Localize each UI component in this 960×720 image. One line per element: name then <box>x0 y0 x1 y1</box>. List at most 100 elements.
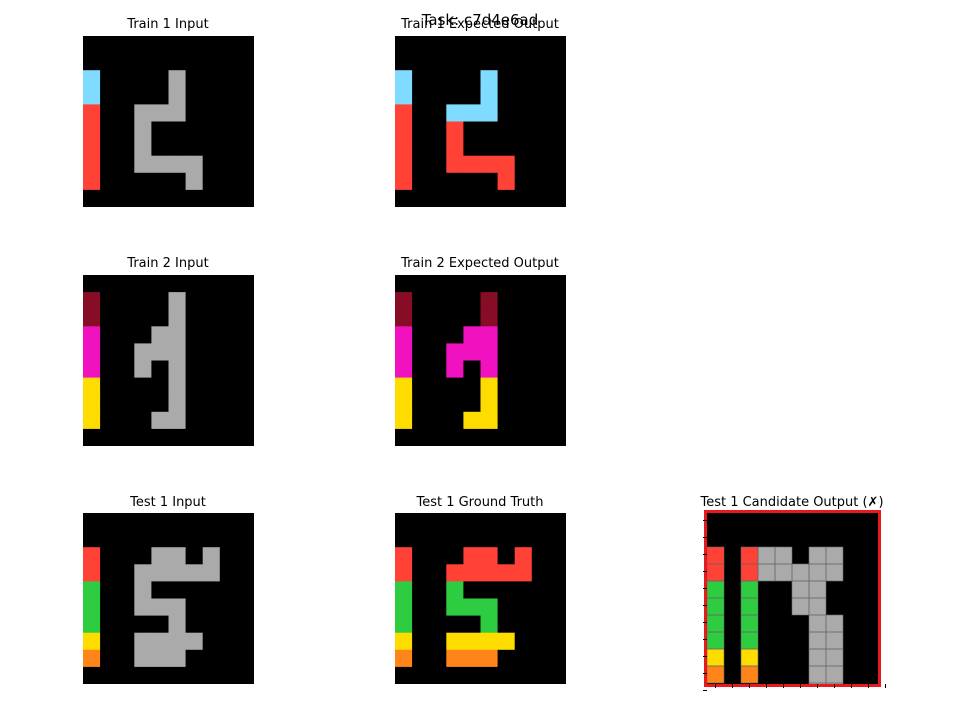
grid-cell <box>219 121 238 139</box>
grid-cell <box>100 666 118 684</box>
grid-cell <box>531 53 550 71</box>
grid-cell <box>151 666 169 684</box>
grid-cell <box>412 394 430 413</box>
train-1-input-grid <box>83 36 254 207</box>
grid-cell <box>480 189 498 207</box>
grid-cell <box>202 377 221 396</box>
grid-cell <box>151 275 169 293</box>
grid-cell <box>429 172 447 191</box>
grid-cell <box>134 598 152 616</box>
grid-cell <box>531 309 550 327</box>
train-2-output-title: Train 2 Expected Output <box>401 256 559 271</box>
grid-cell <box>412 104 430 122</box>
train-1-output-grid <box>395 36 566 207</box>
grid-cell <box>395 598 413 616</box>
grid-cell <box>446 155 464 174</box>
grid-cell <box>219 547 238 565</box>
grid-cell <box>236 104 254 122</box>
grid-cell <box>168 598 186 616</box>
grid-cell <box>100 377 118 396</box>
grid-cell <box>724 615 742 633</box>
grid-cell <box>151 428 169 446</box>
grid-cell <box>185 666 204 684</box>
grid-cell <box>809 615 827 633</box>
grid-cell <box>236 632 254 651</box>
grid-cell <box>412 530 430 548</box>
test-1-candidate-grid <box>704 510 881 687</box>
grid-cell <box>497 121 516 139</box>
grid-cell <box>202 121 221 139</box>
grid-cell <box>117 70 135 88</box>
grid-cell <box>412 121 430 139</box>
grid-cell <box>134 309 152 327</box>
grid-cell <box>83 70 101 88</box>
grid-cell <box>429 292 447 310</box>
grid-cell <box>236 326 254 344</box>
grid-cell <box>860 683 878 684</box>
grid-cell <box>202 649 221 668</box>
grid-cell <box>412 172 430 191</box>
grid-cell <box>775 564 793 582</box>
grid-cell <box>826 649 844 667</box>
grid-cell <box>219 632 238 651</box>
grid-cell <box>497 581 516 599</box>
grid-cell <box>219 649 238 668</box>
grid-cell <box>134 547 152 565</box>
grid-cell <box>514 326 533 344</box>
grid-cell <box>168 343 186 361</box>
grid-cell <box>429 309 447 327</box>
grid-cell <box>134 530 152 548</box>
grid-cell <box>480 377 498 396</box>
grid-cell <box>860 513 878 531</box>
grid-cell <box>446 309 464 327</box>
grid-cell <box>100 326 118 344</box>
grid-cell <box>860 632 878 650</box>
grid-cell <box>446 598 464 616</box>
grid-cell <box>480 121 498 139</box>
grid-cell <box>236 547 254 565</box>
grid-cell <box>236 411 254 430</box>
grid-cell <box>202 343 221 361</box>
grid-cell <box>117 275 135 293</box>
grid-cell <box>236 377 254 396</box>
grid-cell <box>860 530 878 548</box>
grid-cell <box>531 87 550 105</box>
grid-cell <box>151 377 169 396</box>
grid-cell <box>134 104 152 122</box>
grid-cell <box>151 138 169 157</box>
grid-cell <box>463 632 481 651</box>
grid-cell <box>412 615 430 634</box>
grid-cell <box>151 36 169 54</box>
grid-cell <box>168 377 186 396</box>
grid-cell <box>497 53 516 71</box>
grid-cell <box>497 649 516 668</box>
grid-cell <box>809 530 827 548</box>
grid-cell <box>100 411 118 430</box>
grid-cell <box>429 411 447 430</box>
grid-cell <box>395 530 413 548</box>
grid-cell <box>463 36 481 54</box>
grid-cell <box>168 87 186 105</box>
grid-cell <box>480 87 498 105</box>
grid-cell <box>236 172 254 191</box>
grid-cell <box>236 155 254 174</box>
grid-cell <box>219 377 238 396</box>
grid-cell <box>117 360 135 378</box>
grid-cell <box>117 292 135 310</box>
grid-cell <box>775 683 793 684</box>
grid-cell <box>531 649 550 668</box>
grid-cell <box>480 513 498 531</box>
grid-cell <box>151 598 169 616</box>
grid-cell <box>514 615 533 634</box>
grid-cell <box>758 598 776 616</box>
grid-cell <box>100 428 118 446</box>
grid-cell <box>758 615 776 633</box>
grid-cell <box>412 428 430 446</box>
grid-cell <box>758 666 776 684</box>
grid-cell <box>843 632 861 650</box>
grid-cell <box>117 36 135 54</box>
grid-cell <box>168 428 186 446</box>
grid-cell <box>83 411 101 430</box>
grid-cell <box>446 581 464 599</box>
candidate-axis-ticks <box>703 520 886 691</box>
